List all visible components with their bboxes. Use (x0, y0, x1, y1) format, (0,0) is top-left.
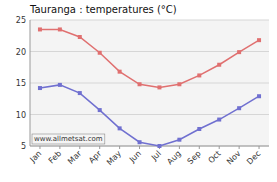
y-tick-label: 20 (16, 48, 26, 57)
series-marker (157, 85, 161, 89)
x-tick-label: Mar (66, 149, 84, 167)
series-marker (157, 144, 161, 148)
series-marker (118, 70, 122, 74)
x-tick-label: Aug (165, 149, 182, 166)
chart-container: 5 10 15 20 25 JanFebMarAprMayJun JulAugSepOctN… (0, 0, 277, 182)
series-line (40, 29, 259, 87)
x-tick-label: Sep (186, 149, 203, 166)
y-axis-line (30, 20, 31, 146)
series-marker (138, 82, 142, 86)
series-marker (98, 51, 102, 55)
grid-line (30, 83, 269, 84)
series-marker (237, 50, 241, 54)
x-tick-label: Oct (206, 149, 222, 165)
chart-title: Tauranga : temperatures (°C) (29, 4, 177, 15)
y-tick-label: 15 (16, 79, 26, 88)
annotation: www.allmetsat.com (34, 135, 103, 143)
chart-svg: 5 10 15 20 25 JanFebMarAprMayJun JulAugSepOctN… (0, 0, 277, 182)
annotation-box (32, 134, 105, 144)
series-marker (118, 126, 122, 130)
series-marker (38, 86, 42, 90)
series-marker (237, 106, 241, 110)
series-marker (38, 27, 42, 31)
y-tick-label: 25 (16, 16, 26, 25)
y-tick-label: 5 (21, 142, 26, 151)
series-marker (58, 83, 62, 87)
series-marker (197, 73, 201, 77)
series-marker (217, 63, 221, 67)
grid-line (30, 51, 269, 52)
x-tick-label: Jan (28, 149, 44, 165)
x-axis-line (30, 146, 269, 147)
series-marker (58, 27, 62, 31)
series-marker (257, 38, 261, 42)
x-tick (219, 146, 220, 149)
series-marker (177, 82, 181, 86)
series-marker (197, 127, 201, 131)
y-tick-label: 10 (16, 111, 26, 120)
plot-background (30, 20, 269, 146)
series-marker (177, 138, 181, 142)
x-tick-label: Feb (47, 149, 63, 165)
series-marker (98, 108, 102, 112)
x-tick (79, 146, 80, 149)
x-tick (259, 146, 260, 149)
x-tick (139, 146, 140, 149)
x-tick (99, 146, 100, 149)
x-tick (119, 146, 120, 149)
x-tick (59, 146, 60, 149)
series-marker (257, 94, 261, 98)
grid-line (30, 146, 269, 147)
grid-line (30, 114, 269, 115)
x-tick (239, 146, 240, 149)
x-tick (199, 146, 200, 149)
grid-line (30, 20, 269, 21)
x-tick (39, 146, 40, 149)
x-tick-label: Apr (87, 149, 104, 166)
x-tick-label: Dec (245, 149, 262, 166)
x-tick-label: Jun (127, 149, 143, 165)
series-marker (217, 118, 221, 122)
series-marker (78, 35, 82, 39)
x-tick-label: May (105, 149, 123, 167)
series-marker (138, 140, 142, 144)
series-marker (78, 91, 82, 95)
series-group (38, 27, 261, 148)
x-tick-label: Jul (149, 149, 163, 163)
x-tick-label: Nov (225, 149, 243, 167)
x-tick (179, 146, 180, 149)
